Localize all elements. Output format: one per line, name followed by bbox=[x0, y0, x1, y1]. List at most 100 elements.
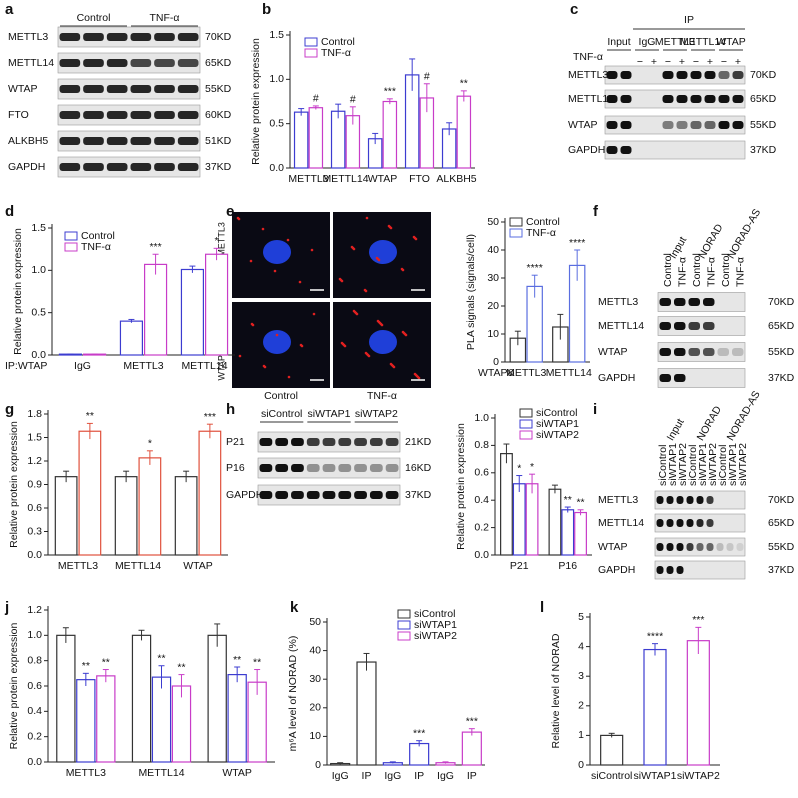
significance: *** bbox=[384, 86, 396, 98]
pla-dot bbox=[275, 333, 279, 337]
y-tick-label: 40 bbox=[309, 644, 321, 656]
pla-dot bbox=[238, 354, 242, 358]
sign: + bbox=[679, 56, 685, 68]
group-label: Control bbox=[77, 12, 111, 24]
lane-label: TNF-α bbox=[677, 257, 689, 287]
bar bbox=[525, 483, 539, 556]
blot-band bbox=[106, 111, 128, 119]
y-tick-label: 20 bbox=[487, 300, 499, 312]
blot-band bbox=[106, 33, 128, 41]
significance: ** bbox=[253, 656, 261, 668]
y-tick-label: 0.8 bbox=[474, 439, 489, 451]
bar bbox=[574, 511, 587, 556]
protein-label: METTL3 bbox=[598, 494, 638, 506]
blot-band bbox=[106, 163, 128, 171]
bar bbox=[356, 661, 377, 766]
blot-band bbox=[703, 348, 715, 356]
blot-band bbox=[83, 85, 104, 93]
y-tick-label: 0.4 bbox=[474, 494, 489, 506]
significance: ** bbox=[564, 494, 572, 506]
legend-label: siWTAP1 bbox=[414, 619, 457, 631]
bar bbox=[330, 110, 346, 169]
protein-label: METTL14 bbox=[8, 57, 54, 69]
size-label: 16KD bbox=[405, 462, 432, 474]
size-label: 55KD bbox=[205, 83, 232, 95]
significance: ** bbox=[157, 653, 165, 665]
x-tick-label: IgG bbox=[437, 770, 454, 782]
blot-band bbox=[674, 374, 686, 382]
x-tick-label: METTL3 bbox=[58, 560, 98, 572]
y-tick-label: 1.2 bbox=[27, 604, 42, 616]
pla-dot bbox=[343, 344, 347, 348]
size-label: 65KD bbox=[750, 93, 777, 105]
x-tick-label: METTL3 bbox=[506, 367, 546, 379]
blot-band bbox=[718, 71, 730, 79]
blot-band bbox=[59, 59, 81, 67]
bar bbox=[174, 476, 198, 556]
x-tick-label: IgG bbox=[384, 770, 401, 782]
bar bbox=[500, 453, 513, 556]
y-tick-label: 1.5 bbox=[269, 29, 284, 41]
y-tick-label: 0.8 bbox=[27, 654, 42, 666]
blot-band bbox=[674, 348, 686, 356]
legend-swatch bbox=[509, 228, 523, 238]
protein-label: GAPDH bbox=[568, 144, 605, 156]
y-tick-label: 10 bbox=[309, 730, 321, 742]
x-tick-label: IP bbox=[414, 770, 424, 782]
x-tick-label: IP bbox=[467, 770, 477, 782]
bar bbox=[512, 483, 526, 556]
protein-label: METTL3 bbox=[598, 296, 638, 308]
blot-band bbox=[686, 519, 694, 527]
panel-label: a bbox=[5, 1, 14, 18]
lane-label: siWTAP1 bbox=[697, 443, 709, 486]
bar bbox=[198, 430, 222, 556]
y-tick-label: 0.5 bbox=[269, 117, 284, 129]
y-tick-label: 1.0 bbox=[27, 629, 42, 641]
pla-dot bbox=[414, 237, 418, 241]
treatment-label: TNF-α bbox=[573, 51, 603, 63]
blot-band bbox=[659, 348, 671, 356]
y-axis-label: Relative level of NORAD bbox=[550, 633, 562, 748]
lane-label: siWTAP1 bbox=[727, 443, 739, 486]
protein-label: GAPDH bbox=[8, 161, 45, 173]
blot-band bbox=[696, 519, 704, 527]
significance: **** bbox=[647, 630, 663, 642]
legend-swatch bbox=[304, 48, 318, 58]
protein-label: METTL14 bbox=[568, 93, 614, 105]
lane-label: siControl bbox=[687, 445, 699, 486]
legend-swatch bbox=[519, 408, 533, 418]
blot-band bbox=[154, 111, 175, 119]
legend-swatch bbox=[304, 37, 318, 47]
panel-label: f bbox=[593, 203, 599, 220]
size-label: 21KD bbox=[405, 436, 432, 448]
y-tick-label: 4 bbox=[578, 640, 584, 652]
blot-band bbox=[666, 496, 674, 504]
blot-band bbox=[177, 85, 199, 93]
legend-swatch bbox=[519, 419, 533, 429]
blot-band bbox=[666, 543, 674, 551]
blot-band bbox=[322, 438, 336, 446]
blot-strip bbox=[657, 368, 746, 388]
y-tick-label: 0.4 bbox=[27, 705, 42, 717]
bar bbox=[207, 634, 227, 763]
x-tick-label: WTAP bbox=[222, 767, 252, 779]
blot-band bbox=[177, 111, 199, 119]
blot-band bbox=[354, 438, 367, 446]
y-tick-label: 1.0 bbox=[269, 73, 284, 85]
significance: ** bbox=[82, 660, 90, 672]
blot-band bbox=[703, 322, 715, 330]
blot-band bbox=[130, 33, 152, 41]
blot-band bbox=[130, 59, 152, 67]
blot-band bbox=[154, 85, 175, 93]
protein-label: GAPDH bbox=[598, 372, 635, 384]
y-axis-label: Relative protein expression bbox=[455, 423, 467, 550]
blot-band bbox=[662, 121, 674, 129]
y-tick-label: 1 bbox=[578, 729, 584, 741]
significance: *** bbox=[466, 715, 478, 727]
blot-band bbox=[686, 496, 694, 504]
y-tick-label: 20 bbox=[309, 702, 321, 714]
blot-strip bbox=[57, 130, 201, 152]
lane-label: TNF-α bbox=[706, 257, 718, 287]
blot-band bbox=[718, 121, 730, 129]
bar bbox=[382, 100, 398, 169]
